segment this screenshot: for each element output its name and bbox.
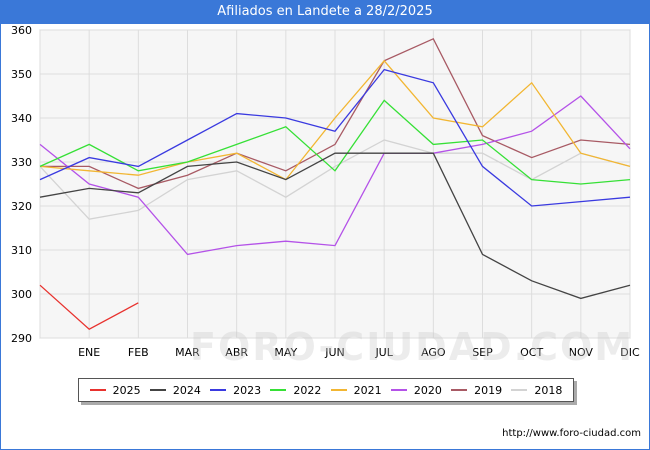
legend-label: 2024 [172, 383, 201, 397]
legend-swatch [390, 389, 407, 391]
legend-swatch [210, 389, 227, 391]
series-line-2021 [39, 59, 631, 181]
chart-title: Afiliados en Landete a 28/2/2025 [0, 0, 650, 24]
x-tick-label: FEB [128, 346, 149, 359]
legend-item-2025: 2025 [89, 383, 141, 397]
legend-item-2023: 2023 [210, 384, 261, 397]
series-line-2022 [39, 99, 631, 185]
x-tick-label: OCT [520, 346, 543, 359]
x-tick-label: NOV [569, 346, 594, 359]
y-tick-label: 320 [11, 200, 32, 213]
legend-label: 2022 [293, 383, 322, 397]
legend-label: 2023 [233, 383, 262, 397]
series-line-2025 [39, 284, 139, 330]
x-tick-label: ENE [78, 346, 100, 359]
legend-label: 2021 [353, 383, 382, 397]
y-tick-label: 340 [11, 112, 32, 125]
series-line-2019 [40, 37, 631, 190]
legend-item-2020: 2020 [390, 383, 442, 397]
y-tick-label: 310 [11, 244, 32, 257]
series-line-2023 [39, 68, 631, 207]
series-line-2024 [39, 152, 631, 300]
x-tick-label: MAR [175, 346, 200, 359]
footer-url: http://www.foro-ciudad.com [502, 428, 641, 439]
y-tick-label: 330 [11, 156, 32, 169]
legend-swatch [149, 389, 166, 391]
x-tick-label: MAY [274, 346, 297, 359]
legend: 2025 2024 2023 2022 2021 2020 2019 2018 [78, 378, 574, 402]
legend-swatch [451, 389, 468, 391]
legend-swatch [511, 389, 528, 391]
x-tick-label: SEP [472, 346, 493, 359]
x-tick-label: JUN [324, 346, 345, 359]
y-tick-label: 350 [11, 68, 32, 81]
legend-swatch [330, 389, 347, 391]
legend-item-2022: 2022 [270, 384, 321, 397]
series-line-2020 [39, 95, 631, 256]
legend-item-2018: 2018 [511, 384, 562, 397]
y-tick-label: 360 [11, 24, 32, 37]
legend-label: 2025 [112, 383, 141, 397]
legend-item-2024: 2024 [149, 383, 201, 397]
legend-item-2021: 2021 [330, 383, 382, 397]
watermark-text: FORO-CIUDAD.COM [190, 325, 635, 369]
legend-swatch [89, 389, 106, 391]
legend-item-2019: 2019 [451, 384, 502, 397]
legend-label: 2018 [534, 383, 563, 397]
y-tick-label: 300 [11, 288, 32, 301]
y-tick-label: 290 [11, 332, 32, 345]
legend-swatch [270, 389, 287, 391]
x-tick-label: DIC [620, 346, 640, 359]
legend-label: 2020 [413, 383, 442, 397]
x-tick-label: ABR [225, 346, 248, 359]
x-tick-label: JUL [374, 346, 393, 359]
x-tick-label: AGO [421, 346, 446, 359]
legend-label: 2019 [474, 383, 503, 397]
